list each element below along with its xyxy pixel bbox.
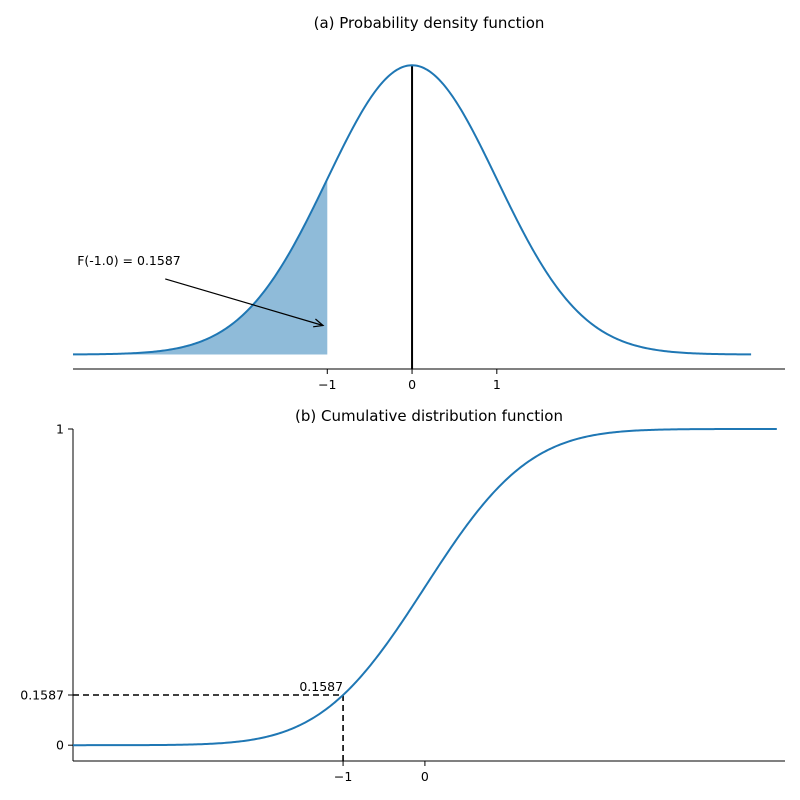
cdf-y-ticks: 0 0.1587 1: [20, 422, 73, 753]
pdf-x-tick-label: −1: [318, 377, 336, 392]
cdf-y-tick-label: 1: [56, 422, 64, 437]
pdf-x-ticks: −1 0 1: [318, 369, 501, 392]
pdf-title: (a) Probability density function: [314, 14, 545, 32]
pdf-x-tick-label: 0: [408, 377, 416, 392]
pdf-annotation-arrowhead: [313, 318, 325, 328]
cdf-y-tick-label: 0: [56, 738, 64, 753]
cdf-x-tick-label: −1: [334, 769, 352, 784]
pdf-curve: [72, 64, 752, 356]
cdf-title: (b) Cumulative distribution function: [295, 407, 563, 425]
cdf-y-tick-label: 0.1587: [20, 688, 64, 703]
cdf-panel: (b) Cumulative distribution function 0.1…: [20, 407, 785, 784]
pdf-shaded-area: [73, 179, 328, 355]
cdf-x-tick-label: 0: [421, 769, 429, 784]
cdf-curve: [73, 428, 777, 747]
cdf-reference-label: 0.1587: [299, 679, 343, 694]
pdf-annotation-arrow: [165, 278, 324, 327]
pdf-x-tick-label: 1: [493, 377, 501, 392]
pdf-panel: (a) Probability density function −1 0 1 F(…: [72, 14, 785, 392]
cdf-x-ticks: −1 0: [334, 761, 429, 784]
pdf-annotation: F(-1.0) = 0.1587: [77, 253, 181, 268]
